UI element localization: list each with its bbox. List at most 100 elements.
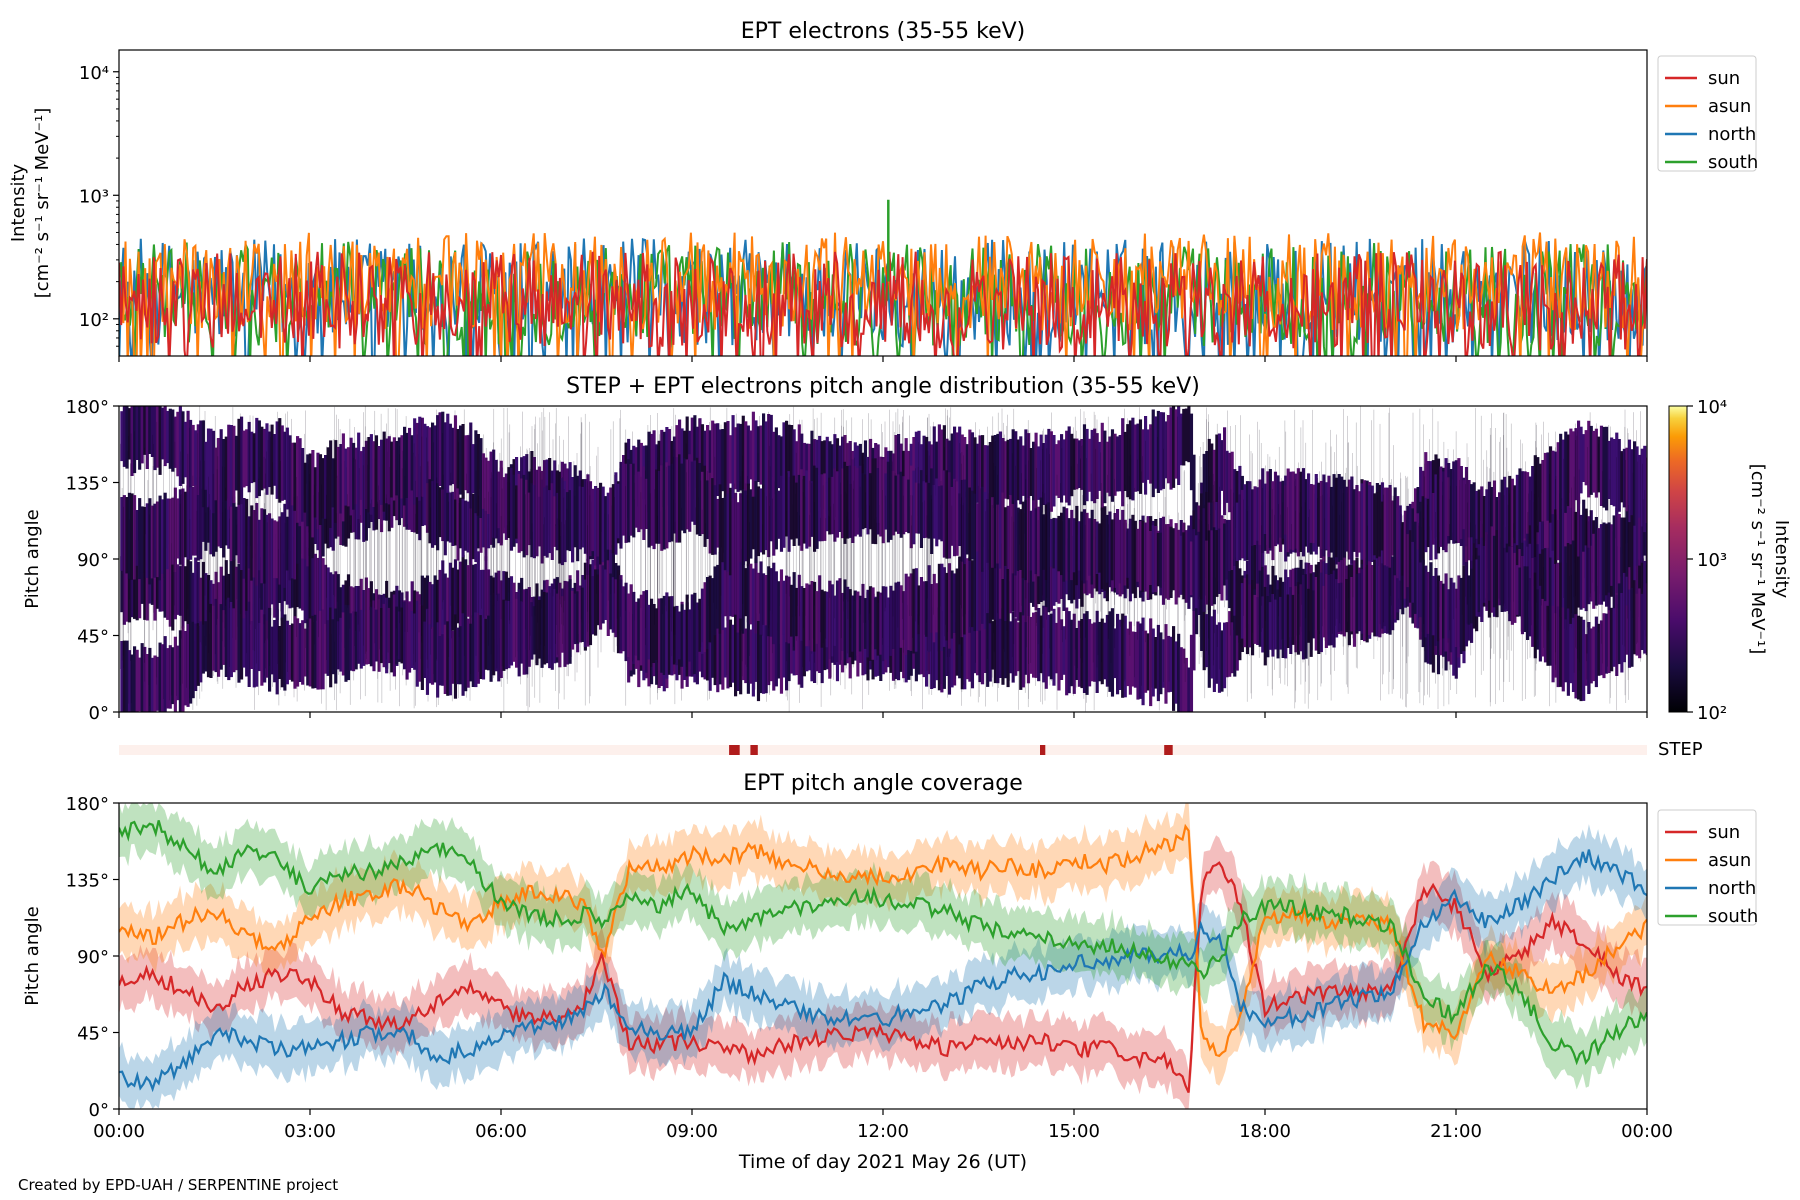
heatmap-cell (1103, 622, 1107, 680)
heatmap-cell (1215, 530, 1219, 597)
heatmap-cell (843, 579, 847, 666)
heatmap-cell (1200, 579, 1204, 651)
heatmap-cell (1039, 615, 1043, 674)
heatmap-cell (245, 429, 249, 487)
heatmap-cell (1498, 492, 1502, 547)
heatmap-cell (336, 574, 340, 644)
heatmap-cell (734, 562, 738, 615)
heatmap-cell (851, 595, 855, 652)
heatmap-cell (390, 598, 394, 673)
heatmap-cell (201, 624, 205, 674)
heatmap-cell (998, 614, 1003, 678)
heatmap-cell (560, 478, 564, 566)
heatmap-cell (965, 614, 969, 680)
heatmap-cell (492, 577, 496, 632)
heatmap-cell (522, 589, 526, 675)
heatmap-cell (397, 437, 402, 498)
heatmap-cell (1368, 563, 1372, 636)
heatmap-cell (1332, 474, 1336, 561)
heatmap-cell (420, 605, 424, 690)
heatmap-cell (759, 425, 763, 485)
y-tick-label: 45° (77, 627, 109, 648)
heatmap-cell (1360, 483, 1364, 560)
heatmap-cell (140, 406, 144, 464)
heatmap-cell (413, 418, 417, 505)
heatmap-cell (1577, 556, 1581, 608)
heatmap-cell (769, 414, 773, 503)
heatmap-cell (950, 487, 954, 546)
heatmap-cell (825, 591, 829, 648)
heatmap-cell (138, 540, 142, 619)
heatmap-cell (935, 616, 939, 681)
heatmap-cell (614, 579, 618, 638)
heatmap-cell (764, 421, 768, 493)
heatmap-cell (453, 559, 458, 637)
heatmap-cell (234, 506, 239, 556)
heatmap-cell (1144, 416, 1148, 495)
heatmap-cell (1121, 418, 1125, 507)
heatmap-cell (927, 482, 931, 539)
heatmap-cell (693, 592, 697, 675)
heatmap-cell (1416, 513, 1420, 570)
heatmap-cell (1597, 528, 1601, 605)
heatmap-cell (889, 585, 893, 656)
heatmap-cell (947, 606, 952, 695)
heatmap-cell (802, 588, 806, 641)
heatmap-cell (1100, 507, 1104, 590)
heatmap-cell (927, 441, 931, 500)
heatmap-cell (173, 557, 177, 620)
heatmap-cell (494, 606, 498, 672)
heatmap-cell (1531, 466, 1535, 532)
heatmap-cell (711, 620, 715, 678)
legend-label-sun: sun (1708, 68, 1740, 89)
heatmap-cell (1289, 471, 1293, 550)
heatmap-cell (229, 602, 233, 678)
heatmap-cell (746, 563, 750, 623)
heatmap-cell (723, 496, 727, 571)
heatmap-cell (744, 490, 748, 562)
heatmap-cell (973, 437, 977, 508)
legend-label-south: south (1708, 152, 1758, 173)
heatmap-cell (163, 636, 167, 712)
panel4-title: EPT pitch angle coverage (743, 771, 1023, 796)
heatmap-cell (591, 488, 595, 552)
heatmap-cell (456, 482, 460, 561)
heatmap-cell (863, 598, 868, 649)
heatmap-cell (1431, 493, 1435, 545)
heatmap-cell (298, 554, 302, 609)
heatmap-cell (125, 497, 129, 574)
heatmap-cell (945, 438, 949, 493)
heatmap-cell (1419, 562, 1423, 618)
heatmap-cell (1551, 550, 1555, 636)
heatmap-cell (1167, 635, 1171, 693)
heatmap-cell (871, 587, 875, 660)
heatmap-cell (255, 553, 259, 618)
heatmap-cell (1577, 497, 1581, 581)
heatmap-cell (1640, 502, 1644, 563)
heatmap-cell (257, 543, 261, 626)
heatmap-cell (772, 476, 776, 556)
heatmap-cell (1546, 452, 1550, 521)
heatmap-cell (143, 646, 147, 712)
heatmap-cell (790, 620, 794, 674)
heatmap-cell (1014, 540, 1018, 618)
heatmap-cell (1335, 579, 1339, 638)
heatmap-cell (1559, 493, 1563, 565)
heatmap-cell (181, 626, 185, 712)
heatmap-cell (1324, 482, 1328, 550)
heatmap-cell (1021, 501, 1025, 579)
heatmap-cell (955, 622, 959, 676)
heatmap-cell (958, 618, 962, 679)
heatmap-cell (504, 473, 508, 540)
heatmap-cell (627, 459, 631, 543)
heatmap-cell (1029, 448, 1033, 496)
heatmap-cell (922, 581, 926, 637)
heatmap-cell (960, 434, 964, 504)
heatmap-cell (487, 460, 491, 514)
heatmap-cell (471, 615, 475, 687)
heatmap-cell (774, 571, 778, 638)
heatmap-cell (713, 423, 717, 495)
heatmap-cell (489, 601, 493, 682)
heatmap-cell (525, 479, 529, 556)
heatmap-cell (991, 497, 995, 568)
